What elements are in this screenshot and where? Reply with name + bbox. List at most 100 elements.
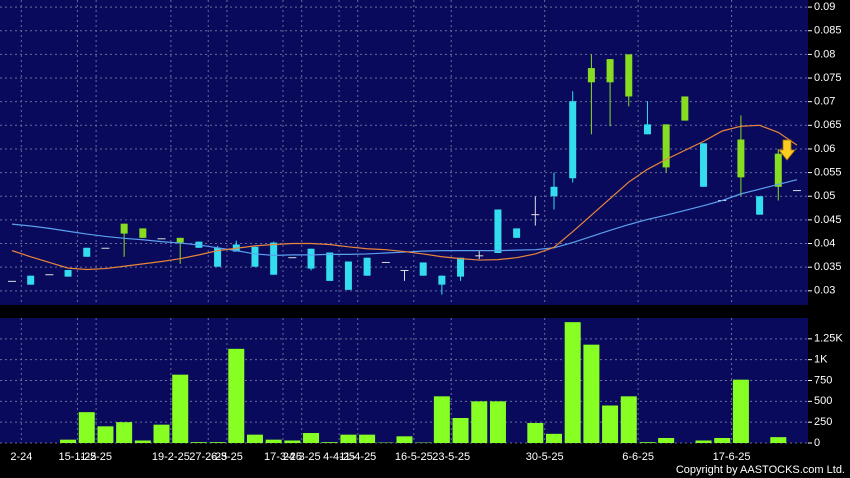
volume-bar — [564, 322, 581, 443]
x-tick-label: 23-5-25 — [432, 451, 470, 463]
x-tick-label: 6-6-25 — [622, 451, 654, 463]
x-tick-label: 16-5-25 — [395, 451, 433, 463]
volume-bar — [732, 379, 749, 443]
x-tick-label: 19-2-25 — [152, 451, 190, 463]
volume-bar — [695, 440, 712, 443]
x-tick-label: 11-4-25 — [339, 451, 376, 463]
candle-body — [681, 96, 689, 121]
candle-body — [756, 196, 764, 215]
volume-bar — [303, 433, 320, 443]
candle-body — [587, 68, 595, 83]
candle-body — [457, 257, 465, 277]
volume-bar — [172, 374, 189, 443]
volume-bar — [153, 424, 170, 443]
x-tick-label: 1-2-25 — [80, 451, 112, 463]
volume-bar — [321, 442, 338, 443]
candle-body — [569, 101, 577, 179]
volume-bar — [190, 442, 207, 443]
candle-body — [176, 237, 184, 243]
price-panel — [0, 0, 808, 305]
volume-bar — [228, 348, 245, 443]
y-tick-label: 500 — [814, 395, 832, 407]
candle-body — [643, 124, 651, 135]
candle-body — [606, 59, 614, 83]
y-tick-label: 0.03 — [814, 285, 835, 297]
volume-bar — [639, 442, 656, 443]
candle-body — [363, 257, 371, 276]
volume-bar — [433, 396, 450, 443]
y-tick-label: 1K — [814, 354, 828, 366]
volume-panel — [0, 318, 808, 443]
x-tick-label: 24-3-25 — [283, 451, 321, 463]
y-tick-label: 0.04 — [814, 237, 835, 249]
volume-bar — [658, 438, 675, 443]
y-tick-label: 0.055 — [814, 167, 842, 179]
candle-body — [494, 209, 502, 253]
volume-bar — [359, 434, 376, 443]
x-tick-label: 30-5-25 — [526, 451, 564, 463]
candle-body — [550, 186, 558, 197]
x-tick-label: 15-1-25 — [58, 451, 96, 463]
volume-bar — [134, 440, 151, 443]
candle-body — [625, 54, 633, 97]
candle-body — [774, 153, 782, 187]
candle-body — [27, 275, 35, 285]
y-tick-label: 0.05 — [814, 190, 835, 202]
volume-bar — [78, 412, 95, 443]
y-tick-label: 0 — [814, 437, 820, 449]
candle-body — [662, 124, 670, 168]
y-tick-label: 1.25K — [814, 333, 843, 345]
x-tick-label: 17-3-25 — [264, 451, 302, 463]
candle-body — [139, 228, 147, 238]
candle-body — [700, 143, 708, 187]
y-tick-label: 0.07 — [814, 96, 835, 108]
candle-body — [513, 228, 521, 238]
x-tick-label: 2-24 — [10, 451, 32, 463]
y-tick-label: 250 — [814, 416, 832, 428]
y-tick-label: 0.06 — [814, 143, 835, 155]
volume-bar — [209, 442, 226, 443]
candle-body — [326, 252, 334, 281]
volume-bar — [97, 426, 114, 443]
volume-bar — [770, 437, 787, 443]
candle-body — [438, 275, 446, 285]
y-tick-label: 0.09 — [814, 1, 835, 13]
y-tick-label: 0.085 — [814, 25, 842, 37]
candle-body — [120, 223, 128, 234]
moving-average-line — [11, 124, 798, 271]
copyright: Copyright by AASTOCKS.com Ltd. — [676, 464, 845, 476]
y-tick-label: 0.08 — [814, 48, 835, 60]
candle-body — [214, 247, 222, 267]
volume-bar — [471, 401, 488, 443]
candle-body — [251, 246, 259, 267]
x-tick-label: 6-3-25 — [211, 451, 243, 463]
y-tick-label: 0.035 — [814, 261, 842, 273]
volume-bar — [527, 423, 544, 443]
candle-body — [270, 242, 278, 275]
candle-body — [83, 247, 91, 257]
y-tick-label: 750 — [814, 374, 832, 386]
candle-body — [64, 270, 72, 277]
volume-bar — [714, 438, 731, 443]
volume-bar — [265, 439, 282, 443]
candle-body — [344, 261, 352, 290]
x-tick-label: 27-2-25 — [189, 451, 227, 463]
candle-body — [307, 248, 315, 269]
volume-bar — [60, 439, 77, 443]
candle-body — [419, 262, 427, 276]
candle-body — [737, 139, 745, 178]
y-tick-label: 0.045 — [814, 214, 842, 226]
volume-bar — [340, 434, 357, 443]
x-tick-label: 17-6-25 — [713, 451, 751, 463]
volume-bar — [116, 422, 133, 443]
volume-bar — [620, 396, 637, 443]
volume-bar — [284, 440, 301, 443]
marker-arrow — [778, 139, 796, 161]
y-tick-label: 0.065 — [814, 119, 842, 131]
volume-bar — [583, 344, 600, 443]
x-tick-label: 4-4-25 — [323, 451, 355, 463]
volume-bar — [452, 418, 469, 443]
volume-bar — [602, 405, 619, 443]
